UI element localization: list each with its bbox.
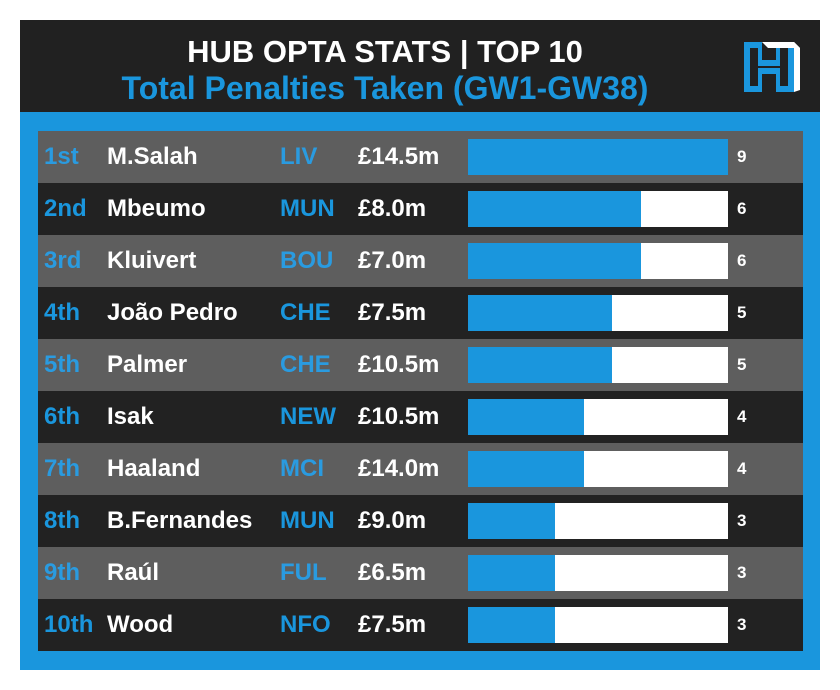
team-code: BOU	[280, 247, 334, 274]
team-code: FUL	[280, 559, 327, 586]
team-code: NFO	[280, 611, 331, 638]
value-label: 6	[737, 199, 747, 218]
chart-frame: HUB OPTA STATS | TOP 10 Total Penalties …	[20, 20, 820, 670]
table-row: 7th Haaland MCI £14.0m 4	[38, 443, 803, 495]
player-name: M.Salah	[107, 143, 198, 170]
player-name: B.Fernandes	[107, 507, 253, 534]
bar-fill	[468, 555, 555, 591]
team-code: MUN	[280, 195, 335, 222]
bar-fill	[468, 503, 555, 539]
player-price: £14.5m	[358, 143, 440, 170]
table-row: 10th Wood NFO £7.5m 3	[38, 599, 803, 651]
rank-label: 8th	[44, 507, 80, 534]
rank-label: 1st	[44, 143, 79, 170]
team-code: MCI	[280, 455, 324, 482]
player-price: £7.5m	[358, 611, 427, 638]
table-row: 9th Raúl FUL £6.5m 3	[38, 547, 803, 599]
rank-label: 2nd	[44, 195, 87, 222]
team-code: LIV	[280, 143, 318, 170]
bar-fill	[468, 243, 641, 279]
value-label: 3	[737, 615, 747, 634]
table-row: 5th Palmer CHE £10.5m 5	[38, 339, 803, 391]
bar-fill	[468, 607, 555, 643]
bar-track	[468, 451, 728, 487]
player-price: £9.0m	[358, 507, 427, 534]
value-label: 3	[737, 563, 747, 582]
bar-track	[468, 347, 728, 383]
table-row: 6th Isak NEW £10.5m 4	[38, 391, 803, 443]
table-row: 3rd Kluivert BOU £7.0m 6	[38, 235, 803, 287]
team-code: NEW	[280, 403, 336, 430]
header: HUB OPTA STATS | TOP 10 Total Penalties …	[20, 20, 820, 112]
player-price: £10.5m	[358, 403, 440, 430]
value-label: 4	[737, 459, 747, 478]
bar-track	[468, 139, 728, 175]
bar-track	[468, 295, 728, 331]
player-name: Palmer	[107, 351, 188, 378]
player-name: Kluivert	[107, 247, 197, 274]
player-price: £10.5m	[358, 351, 440, 378]
bar-track	[468, 243, 728, 279]
player-price: £7.5m	[358, 299, 427, 326]
value-label: 5	[737, 303, 747, 322]
team-code: CHE	[280, 299, 331, 326]
team-code: MUN	[280, 507, 335, 534]
player-name: Isak	[107, 403, 154, 430]
table-row: 8th B.Fernandes MUN £9.0m 3	[38, 495, 803, 547]
table-row: 4th João Pedro CHE £7.5m 5	[38, 287, 803, 339]
bar-fill	[468, 295, 612, 331]
chart-title: HUB OPTA STATS | TOP 10	[187, 34, 583, 69]
player-price: £6.5m	[358, 559, 427, 586]
player-name: Haaland	[107, 455, 201, 482]
hub-logo-icon	[744, 42, 800, 92]
bar-fill	[468, 139, 728, 175]
team-code: CHE	[280, 351, 331, 378]
player-name: Raúl	[107, 559, 160, 586]
chart-subtitle: Total Penalties Taken (GW1-GW38)	[121, 70, 649, 106]
bar-fill	[468, 191, 641, 227]
value-label: 6	[737, 251, 747, 270]
bar-track	[468, 607, 728, 643]
player-name: Wood	[107, 611, 174, 638]
rank-label: 5th	[44, 351, 80, 378]
table-row: 1st M.Salah LIV £14.5m 9	[38, 131, 803, 183]
rank-label: 6th	[44, 403, 80, 430]
rank-label: 9th	[44, 559, 80, 586]
value-label: 3	[737, 511, 747, 530]
value-label: 4	[737, 407, 747, 426]
value-label: 9	[737, 147, 747, 166]
value-label: 5	[737, 355, 747, 374]
bar-track	[468, 555, 728, 591]
player-price: £7.0m	[358, 247, 427, 274]
rank-label: 10th	[44, 611, 94, 638]
rank-label: 4th	[44, 299, 80, 326]
rank-label: 3rd	[44, 247, 82, 274]
player-price: £14.0m	[358, 455, 440, 482]
bar-fill	[468, 347, 612, 383]
bar-fill	[468, 451, 584, 487]
player-name: Mbeumo	[107, 195, 206, 222]
bar-track	[468, 191, 728, 227]
bar-track	[468, 399, 728, 435]
bar-fill	[468, 399, 584, 435]
rank-label: 7th	[44, 455, 80, 482]
player-name: João Pedro	[107, 299, 238, 326]
stats-table: 1st M.Salah LIV £14.5m 9 2nd Mbeumo MUN £8.0m 6 3r…	[38, 131, 803, 651]
bar-track	[468, 503, 728, 539]
table-row: 2nd Mbeumo MUN £8.0m 6	[38, 183, 803, 235]
player-price: £8.0m	[358, 195, 427, 222]
